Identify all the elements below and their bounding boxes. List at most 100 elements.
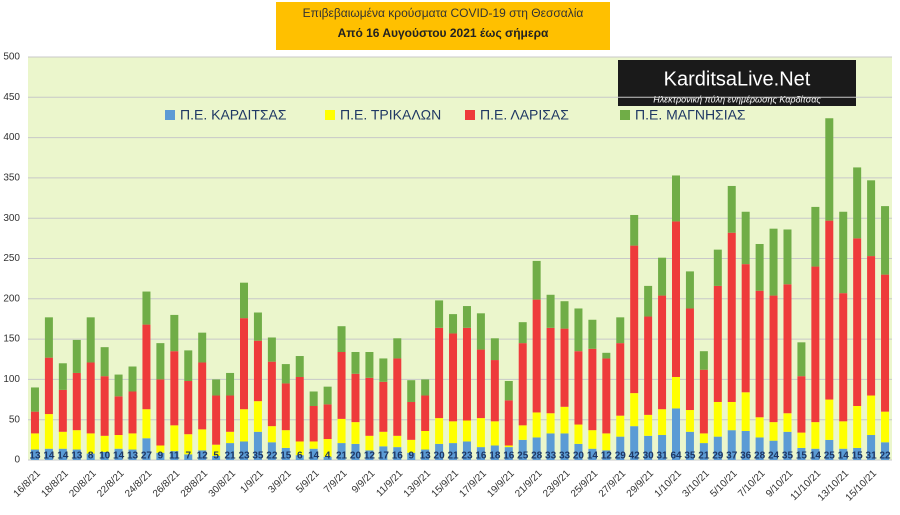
bar-segment [602, 433, 611, 451]
bar-segment [142, 324, 151, 410]
bar-segment [727, 401, 736, 431]
bar-segment [226, 395, 235, 432]
bar-segment [156, 343, 165, 380]
bar-segment [435, 327, 444, 419]
bar-segment [309, 448, 318, 460]
data-label: 20 [350, 451, 362, 462]
bar-segment [295, 455, 304, 460]
bar-segment [867, 435, 876, 460]
x-tick-label: 7/10/21 [736, 468, 768, 500]
bar-segment [393, 435, 402, 448]
bar-segment [365, 435, 374, 451]
bar-segment [44, 448, 53, 460]
bar-segment [588, 348, 597, 431]
x-tick-label: 25/9/21 [569, 468, 601, 500]
x-tick-label: 23/9/21 [541, 468, 573, 500]
x-tick-label: 16/8/21 [12, 468, 44, 500]
bar-segment [253, 401, 262, 432]
data-label: 21 [447, 451, 459, 462]
data-label: 7 [185, 451, 191, 462]
data-label: 36 [740, 451, 752, 462]
data-label: 33 [559, 451, 571, 462]
data-label: 13 [71, 451, 83, 462]
legend-swatch [325, 110, 335, 120]
bar-segment [658, 257, 667, 296]
bar-segment [588, 430, 597, 449]
data-label: 23 [461, 451, 473, 462]
bar-segment [435, 300, 444, 328]
bar-segment [685, 308, 694, 411]
bar-segment [727, 232, 736, 402]
bar-segment [630, 393, 639, 427]
bar-segment [281, 364, 290, 384]
data-label: 12 [197, 451, 209, 462]
bar-segment [281, 447, 290, 460]
bar-segment [783, 413, 792, 432]
bar-segment [44, 357, 53, 415]
bar-segment [128, 449, 137, 460]
bar-segment [226, 431, 235, 444]
bar-segment [462, 441, 471, 460]
bar-segment [170, 425, 179, 452]
bar-segment [30, 387, 39, 412]
bar-segment [240, 441, 248, 460]
bar-segment [114, 396, 123, 436]
bar-segment [295, 376, 304, 442]
bar-segment [100, 435, 109, 452]
data-label: 14 [308, 451, 320, 462]
bar-segment [504, 447, 513, 460]
data-label: 13 [29, 451, 41, 462]
data-label: 33 [545, 451, 557, 462]
bar-segment [337, 443, 346, 460]
bar-segment [853, 447, 862, 460]
bar-segment [755, 243, 764, 291]
bar-segment [407, 439, 416, 453]
legend-label: Π.Ε. ΤΡΙΚΑΛΩΝ [340, 107, 441, 123]
bar-segment [407, 401, 416, 440]
bar-segment [365, 377, 374, 436]
bar-segment [867, 180, 876, 257]
data-label: 6 [297, 451, 303, 462]
legend-label: Π.Ε. ΚΑΡΔΙΤΣΑΣ [180, 107, 287, 123]
bar-segment [393, 358, 402, 436]
bar-segment [532, 437, 541, 460]
bar-segment [379, 431, 388, 447]
x-tick-label: 29/9/21 [625, 468, 657, 500]
bar-segment [267, 337, 276, 362]
x-tick-label: 18/8/21 [39, 468, 71, 500]
bar-segment [672, 175, 680, 222]
bar-segment [783, 284, 792, 414]
data-label: 16 [503, 451, 515, 462]
bar-segment [490, 338, 499, 361]
bar-segment [630, 245, 639, 394]
bar-segment [741, 430, 750, 460]
bar-segment [323, 456, 332, 460]
bar-segment [546, 413, 555, 434]
x-tick-label: 15/10/21 [844, 468, 880, 504]
data-label: 12 [601, 451, 613, 462]
bar-segment [156, 452, 165, 460]
bar-segment [72, 430, 81, 450]
bar-segment [574, 443, 583, 460]
x-tick-label: 21/9/21 [513, 468, 545, 500]
bar-segment [588, 448, 597, 460]
bar-segment [421, 449, 430, 460]
bar-segment [281, 383, 290, 431]
y-tick-label: 450 [3, 92, 20, 103]
bar-segment [616, 317, 625, 344]
data-label: 25 [517, 451, 529, 462]
bar-segment [100, 376, 109, 436]
bar-segment [476, 447, 485, 460]
bar-segment [532, 412, 541, 438]
x-tick-label: 17/9/21 [458, 468, 490, 500]
y-tick-label: 300 [3, 213, 20, 224]
data-label: 28 [531, 451, 543, 462]
bar-segment [212, 444, 221, 456]
bar-segment [323, 439, 332, 457]
y-tick-label: 0 [14, 455, 20, 466]
data-label: 13 [127, 451, 139, 462]
bar-segment [490, 445, 499, 460]
x-tick-label: 5/10/21 [708, 468, 740, 500]
bar-segment [644, 414, 653, 436]
